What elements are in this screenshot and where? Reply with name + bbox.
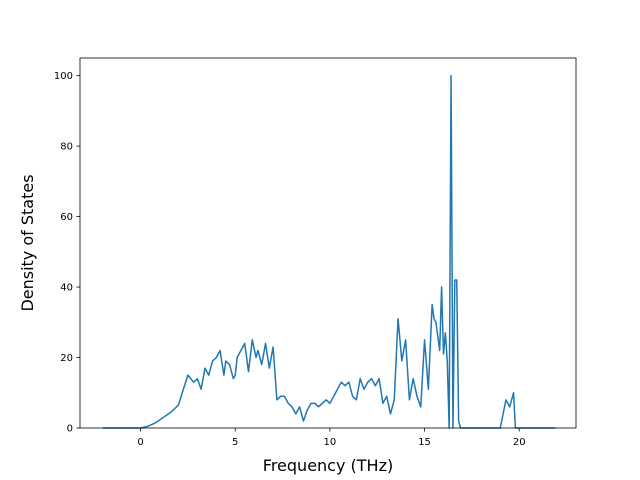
y-axis-label: Density of States (18, 174, 37, 311)
y-tick-label: 0 (67, 424, 73, 435)
y-tick-label: 80 (60, 142, 73, 153)
y-tick-label: 100 (54, 71, 73, 82)
y-tick-label: 20 (60, 353, 73, 364)
y-tick-label: 60 (60, 212, 73, 223)
x-axis-ticks: 0 5 10 15 20 (137, 428, 526, 448)
x-tick-label: 0 (137, 437, 143, 448)
x-axis-label: Frequency (THz) (263, 456, 393, 475)
x-tick-label: 15 (418, 437, 431, 448)
plot-frame (79, 57, 577, 429)
x-tick-label: 5 (232, 437, 238, 448)
x-tick-label: 10 (324, 437, 337, 448)
y-axis-ticks: 0 20 40 60 80 100 (54, 71, 80, 435)
plot-area (80, 58, 576, 428)
x-tick-label: 20 (513, 437, 526, 448)
y-tick-label: 40 (60, 283, 73, 294)
